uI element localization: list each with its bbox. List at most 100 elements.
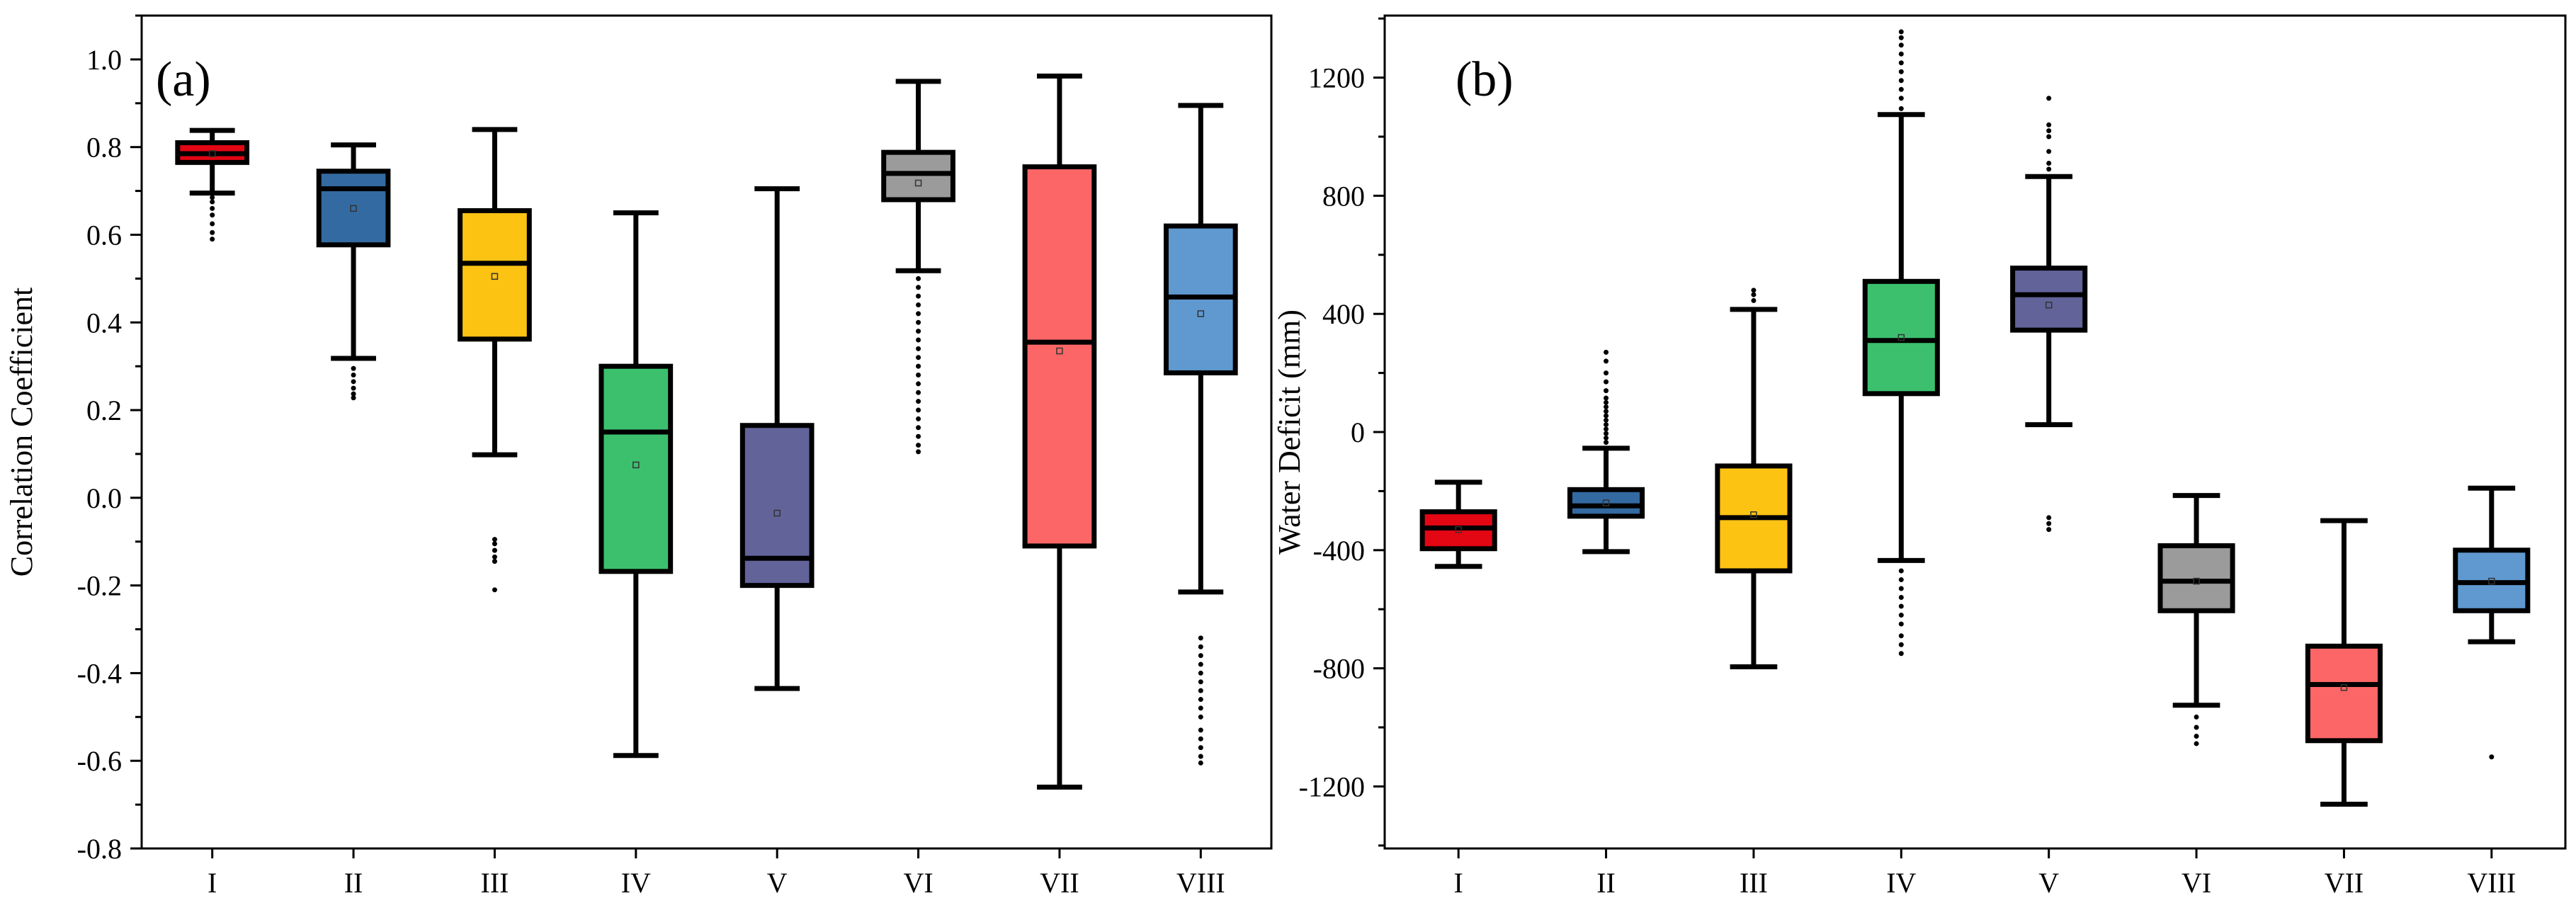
outlier-point <box>210 221 215 227</box>
outlier-point <box>2046 521 2052 526</box>
mean-marker <box>491 273 499 280</box>
outlier-point <box>1898 78 1904 84</box>
outlier-point <box>1604 426 1609 432</box>
mean-marker <box>773 509 781 517</box>
mean-marker <box>632 461 640 469</box>
y-tick-label: -0.8 <box>77 833 122 865</box>
outlier-point <box>2046 515 2052 521</box>
outlier-point <box>1898 96 1904 101</box>
outlier-point <box>1898 577 1904 583</box>
outlier-point <box>2194 741 2199 746</box>
outlier-point <box>210 199 215 205</box>
outlier-point <box>916 425 921 431</box>
outlier-point <box>351 395 356 401</box>
outlier-point <box>492 559 497 564</box>
outlier-point <box>492 547 497 553</box>
iqr-box <box>2010 266 2088 333</box>
y-tick-label: 400 <box>1322 298 1365 330</box>
panel-label: (a) <box>156 52 211 107</box>
outlier-point <box>2489 754 2495 760</box>
outlier-point <box>1604 399 1609 405</box>
outlier-point <box>1898 595 1904 601</box>
outlier-point <box>210 212 215 218</box>
outlier-point <box>916 293 921 299</box>
y-tick-label: 0.6 <box>86 219 122 251</box>
mean-marker <box>2340 683 2348 691</box>
y-tick-label: 0.8 <box>86 132 122 164</box>
outlier-point <box>2046 96 2052 101</box>
outlier-point <box>1604 404 1609 410</box>
outlier-point <box>1604 388 1609 394</box>
x-tick-label: I <box>208 867 217 899</box>
y-tick-label: -1200 <box>1299 771 1365 802</box>
mean-marker <box>1455 526 1462 533</box>
y-tick-label: 0.2 <box>86 394 122 426</box>
outlier-point <box>351 385 356 391</box>
outlier-point <box>916 285 921 290</box>
x-tick-label: VIII <box>1176 867 1225 899</box>
outlier-point <box>1898 42 1904 48</box>
outlier-point <box>1898 86 1904 92</box>
outlier-point <box>916 329 921 334</box>
box-II <box>1567 349 1645 555</box>
iqr-box <box>739 423 815 589</box>
outlier-point <box>916 443 921 448</box>
outlier-point <box>351 379 356 385</box>
outlier-point <box>1604 422 1609 428</box>
x-tick-label: VIII <box>2467 867 2516 899</box>
mean-marker <box>2193 577 2200 585</box>
outlier-point <box>1751 292 1757 297</box>
outlier-point <box>916 346 921 351</box>
mean-marker <box>2488 577 2495 585</box>
outlier-point <box>916 363 921 369</box>
outlier-point <box>1604 413 1609 419</box>
box-VII <box>2305 518 2383 807</box>
outlier-point <box>1898 621 1904 627</box>
outlier-point <box>1898 60 1904 66</box>
outlier-point <box>1898 568 1904 574</box>
box-I <box>1419 479 1497 569</box>
iqr-box <box>1567 487 1645 519</box>
outlier-point <box>1898 642 1904 647</box>
outlier-point <box>210 237 215 242</box>
iqr-box <box>1862 278 1940 397</box>
outlier-point <box>492 587 497 593</box>
x-tick-label: IV <box>621 867 651 899</box>
x-tick-label: IV <box>1886 867 1916 899</box>
outlier-point <box>1198 661 1203 667</box>
outlier-point <box>1198 688 1203 693</box>
outlier-point <box>351 373 356 378</box>
box-III <box>1715 288 1793 670</box>
outlier-point <box>1198 679 1203 685</box>
box-V <box>739 186 815 691</box>
y-axis-title: Water Deficit (mm) <box>1272 309 1307 555</box>
outlier-point <box>1604 417 1609 423</box>
outlier-point <box>2046 161 2052 166</box>
iqr-box <box>2305 643 2383 744</box>
x-tick-label: II <box>1596 867 1616 899</box>
outlier-point <box>1898 69 1904 74</box>
y-tick-label: 1200 <box>1308 62 1365 94</box>
outlier-point <box>1604 409 1609 414</box>
outlier-point <box>1198 714 1203 720</box>
y-tick-label: -400 <box>1313 535 1365 567</box>
outlier-point <box>1604 370 1609 376</box>
y-tick-label: -0.2 <box>77 570 122 602</box>
y-tick-label: 800 <box>1322 180 1365 212</box>
x-tick-label: V <box>767 867 788 899</box>
outlier-point <box>2194 734 2199 739</box>
outlier-point <box>1604 349 1609 355</box>
outlier-point <box>1198 697 1203 703</box>
y-axis-title: Correlation Coefficient <box>4 288 39 577</box>
outlier-point <box>2046 527 2052 533</box>
outlier-point <box>1898 633 1904 639</box>
outlier-point <box>2046 122 2052 127</box>
iqr-box <box>316 169 391 248</box>
outlier-point <box>351 365 356 371</box>
y-tick-label: 0 <box>1351 416 1365 448</box>
outlier-point <box>916 407 921 413</box>
outlier-point <box>1198 754 1203 759</box>
box-IV <box>1862 29 1940 657</box>
outlier-point <box>1751 297 1757 303</box>
x-tick-label: VII <box>2325 867 2364 899</box>
